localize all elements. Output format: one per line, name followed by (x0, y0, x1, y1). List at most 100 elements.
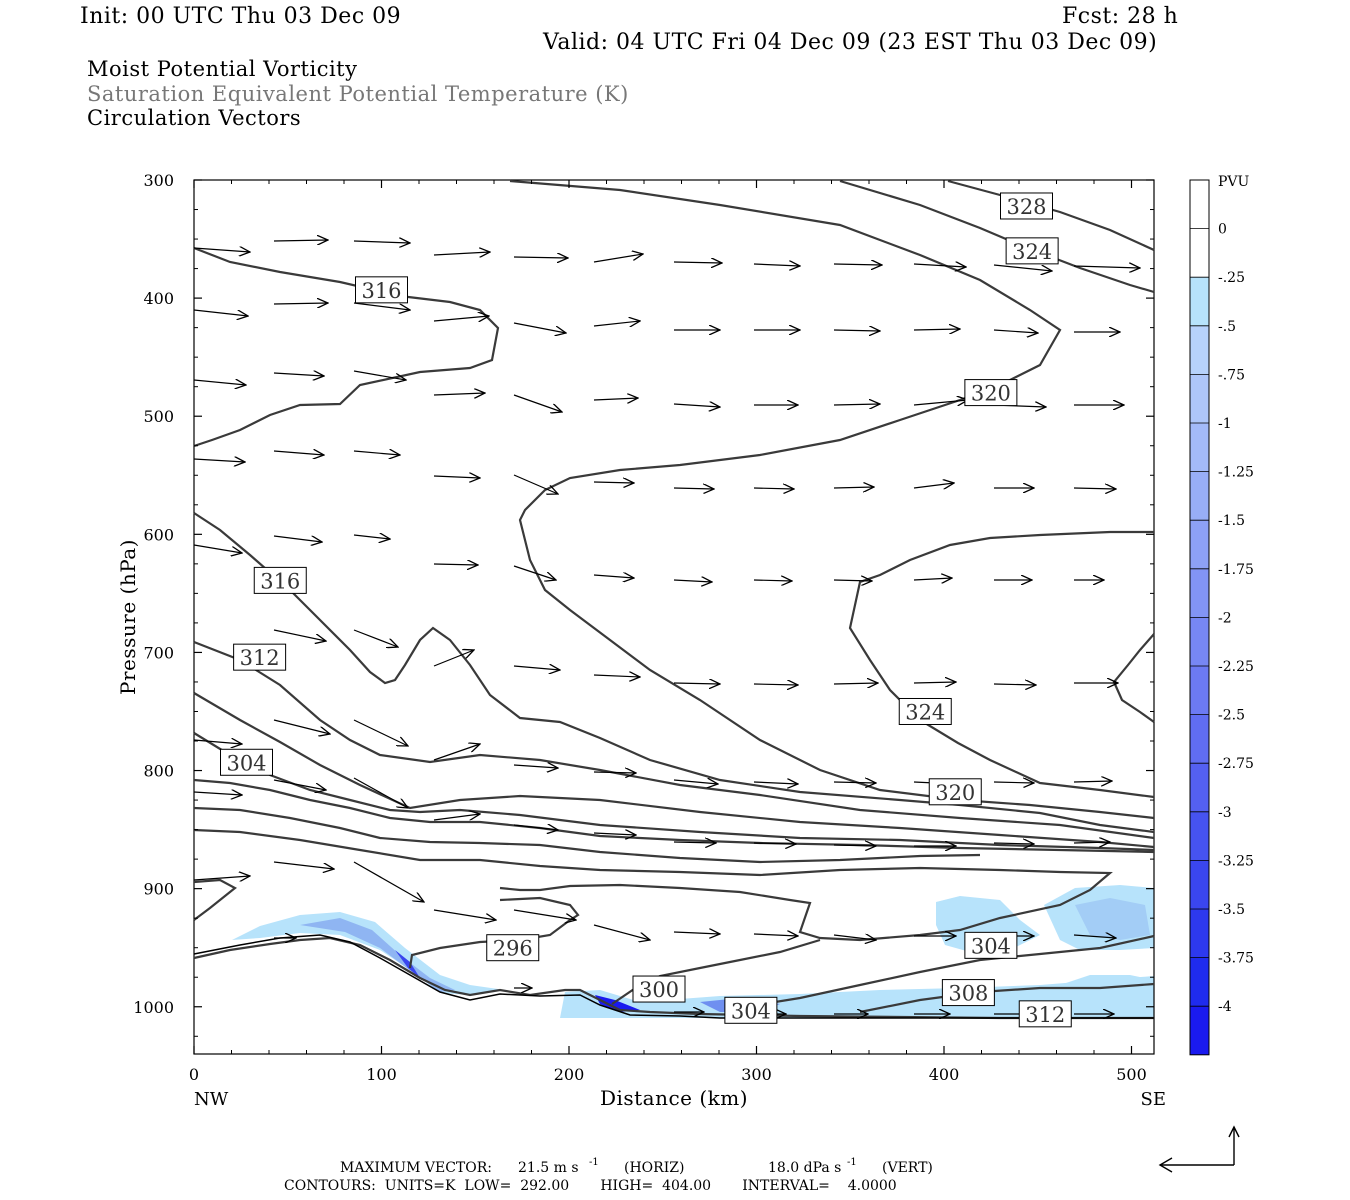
vector-arrow (673, 780, 718, 784)
vector-arrow (273, 373, 324, 376)
colorbar-label: -3.25 (1218, 853, 1254, 869)
vector-arrow (1073, 781, 1112, 782)
pv-shade-bottom-band (560, 976, 1154, 1018)
colorbar-label: -2.25 (1218, 659, 1254, 675)
vector-arrow (673, 932, 720, 934)
contour-label-box (632, 975, 686, 1003)
vector-arrow (193, 309, 248, 316)
y-tick-label: 900 (143, 880, 174, 899)
pv-colorbar: PVU 0 -.25 -.5 -.75 -1 -1.25 -1.5 -1.75 -2 -2.25 -2… (1189, 174, 1254, 1056)
vector-arrow (513, 394, 562, 412)
colorbar-label: -1.25 (1218, 465, 1254, 481)
contour-label-box (941, 979, 995, 1007)
colorbar-label: -2 (1218, 610, 1232, 626)
colorbar-swatch (1190, 714, 1209, 764)
x-tick-label: 300 (741, 1065, 772, 1084)
plot-frame (193, 179, 1155, 1055)
colorbar-swatch (1190, 520, 1209, 569)
x-tick-label: 100 (366, 1065, 397, 1084)
contour-label-box (928, 778, 982, 806)
y-tick-label: 700 (143, 643, 174, 662)
vector-arrow (353, 777, 408, 808)
terrain-line (193, 934, 1154, 1019)
vector-arrow (433, 476, 480, 478)
vector-arrow (353, 535, 390, 539)
vector-arrow (993, 684, 1036, 685)
contour-label-text: 312 (1025, 1003, 1065, 1027)
vector-arrow (433, 650, 474, 667)
contour-label-text: 320 (971, 382, 1011, 406)
contour-label-box (220, 748, 273, 776)
vector-arrow (913, 483, 954, 488)
colorbar-swatch (1190, 617, 1209, 666)
colorbar-swatch (1190, 568, 1209, 618)
vector-arrow (193, 459, 245, 462)
colorbar-swatch (1190, 666, 1209, 715)
horiz-tag: (HORIZ) (624, 1160, 684, 1176)
vector-arrow (1073, 935, 1116, 938)
contour-label-text: 320 (935, 781, 975, 805)
vector-arrow (513, 765, 558, 768)
contour-312 (193, 640, 1155, 840)
colorbar-swatch (1190, 811, 1209, 861)
x-tick-label: 400 (929, 1065, 960, 1084)
vector-arrow (593, 924, 650, 940)
contour-label-text: 324 (905, 700, 945, 724)
vector-arrow (913, 400, 968, 405)
max-vector-label: MAXIMUM VECTOR: (340, 1160, 492, 1176)
contour-320-upper (509, 179, 1155, 820)
vector-arrow (193, 248, 250, 252)
x-tick-label: 0 (189, 1065, 199, 1084)
colorbar-swatch (1190, 860, 1209, 909)
contour-324-upper (839, 179, 1155, 294)
vector-arrow (673, 580, 712, 582)
vector-arrow (993, 782, 1034, 783)
y-tick-label: 800 (143, 762, 174, 781)
vector-arrow (593, 398, 638, 400)
colorbar-label: -2.5 (1218, 708, 1245, 724)
contour-304b (193, 778, 1155, 854)
vector-arrow (433, 564, 478, 565)
vector-arrow (353, 241, 410, 243)
colorbar-swatch (1190, 763, 1209, 812)
vector-arrow (513, 565, 556, 580)
field-label-mpv: Moist Potential Vorticity (87, 57, 358, 81)
pv-shade-right-low (1060, 975, 1154, 995)
colorbar-label: -1.75 (1218, 562, 1254, 578)
x-tick-label: 200 (554, 1065, 585, 1084)
contour-304-low (749, 934, 1155, 1008)
axes: 300 400 500 600 700 800 900 1000 0 100 200 300 400 50… (133, 171, 1154, 1084)
vector-arrow (753, 782, 798, 784)
contour-label-text: 328 (1006, 195, 1046, 219)
contour-296b (193, 936, 1154, 1020)
vector-arrow (673, 683, 720, 684)
vector-arrow (673, 262, 722, 263)
y-tick-label: 300 (143, 171, 174, 190)
vector-arrow (513, 474, 558, 494)
vector-arrow (993, 264, 1052, 271)
vector-arrow (753, 684, 798, 685)
vector-arrow (753, 488, 794, 489)
vector-arrow (353, 719, 408, 746)
forecast-hour: Fcst: 28 h (1062, 4, 1179, 29)
vector-arrow (593, 575, 634, 578)
contour-316-right (848, 530, 1155, 799)
vector-arrow (593, 833, 636, 835)
vector-arrow (993, 843, 1034, 844)
contour-300a (193, 806, 981, 864)
theta-e-contours (193, 179, 1155, 1020)
vector-arrow (993, 330, 1038, 333)
contour-label-text: 304 (971, 934, 1011, 958)
vector-arrow (673, 488, 714, 489)
vector-arrow (593, 482, 634, 483)
vector-arrow (833, 487, 874, 488)
max-vector-horiz: 21.5 m s (518, 1160, 579, 1176)
vector-arrow (353, 629, 398, 647)
vector-arrow (593, 254, 643, 263)
vector-arrow (193, 792, 242, 795)
contour-316-left (193, 512, 1155, 834)
contour-328 (947, 179, 1155, 252)
field-label-vectors: Circulation Vectors (87, 106, 302, 130)
vector-arrow (1073, 842, 1110, 843)
colorbar-swatch (1190, 957, 1209, 1007)
